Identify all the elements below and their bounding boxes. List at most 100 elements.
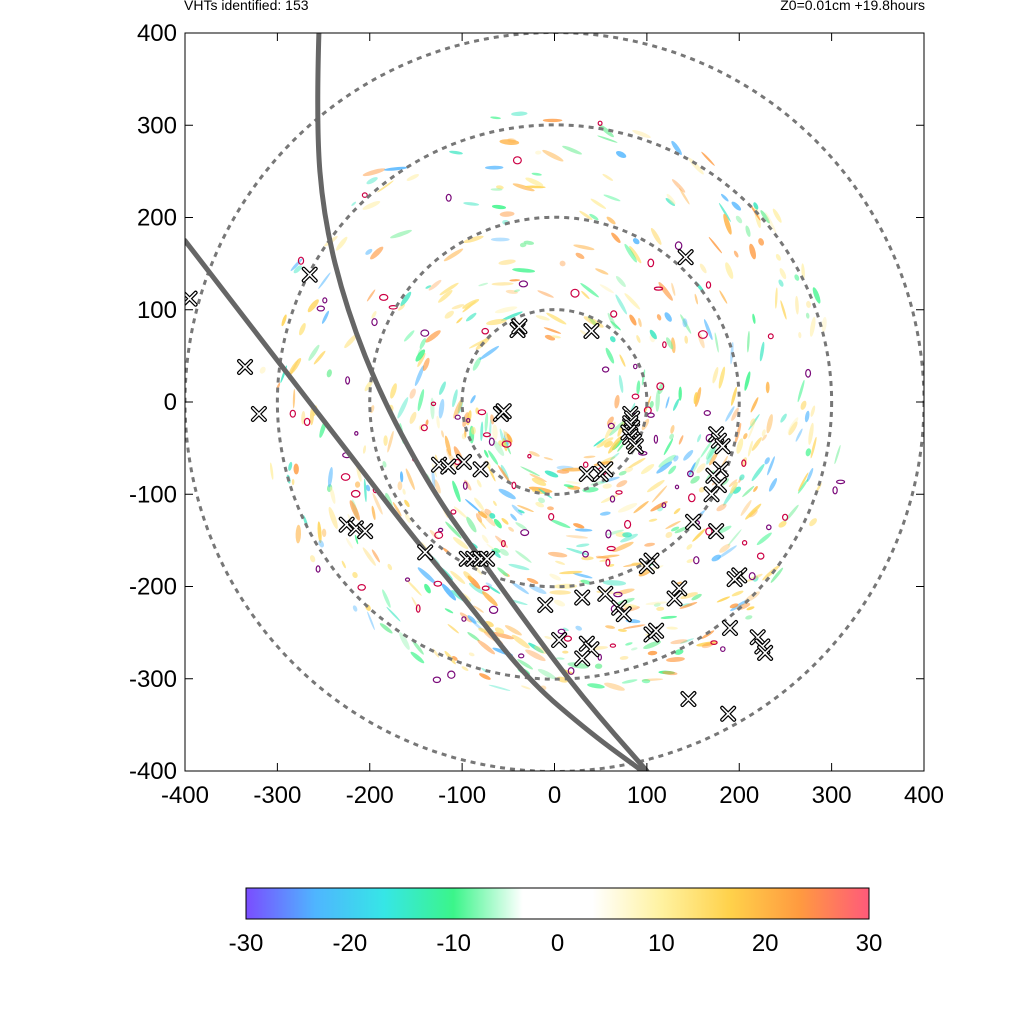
field-streak [573,244,595,251]
field-streak [352,605,358,612]
field-streak [425,419,429,426]
field-streak [327,466,333,488]
colorbar-tick-label: -30 [229,930,264,957]
field-streak [656,314,662,321]
field-streak [618,470,627,476]
field-streak [529,451,540,457]
vht-marker-fill [686,515,700,529]
field-streak [499,139,520,145]
contour-loop [609,643,617,648]
field-streak [727,529,742,546]
field-streak [602,580,627,586]
vht-marker [495,403,512,420]
range-ring [275,123,834,681]
field-streak [643,640,662,650]
field-streak [730,481,738,494]
field-streak [499,548,509,556]
field-streak [498,488,516,500]
field-streak [535,150,542,155]
field-streak [761,429,766,437]
field-streak [428,279,442,291]
field-streak [511,634,530,649]
field-streak [746,606,755,611]
contour-loop [432,676,442,684]
field-streak [617,442,625,452]
vht-marker [714,438,731,455]
vht-marker-fill [721,707,735,721]
field-streak [410,651,425,664]
field-streak [767,456,775,476]
field-streak [703,319,713,341]
contour-loop [741,459,747,468]
field-streak [665,520,681,530]
field-streak [390,229,412,239]
vht-marker-fill [709,524,723,538]
contour-loop [420,424,428,432]
contour-loop [345,376,351,385]
field-streak [808,422,814,445]
field-streak [553,599,566,607]
field-streak [409,388,416,399]
field-streak [392,502,402,517]
field-streak [475,513,483,523]
field-streak [617,628,627,632]
field-streak [466,410,472,426]
contour-loop [415,604,421,613]
field-streak [288,461,293,471]
field-streak [559,260,566,267]
field-streak [425,330,441,343]
field-streak [618,374,624,393]
vht-marker [638,558,655,575]
field-streak [801,263,805,280]
vht-marker-fill [238,360,252,374]
field-streak [382,589,391,608]
field-streak [719,290,728,304]
y-tick-label: 0 [164,389,177,416]
field-streak [623,562,647,568]
field-streak [718,202,731,222]
field-streak [321,528,327,537]
field-streak [345,537,353,549]
vht-marker [726,571,743,588]
field-streak [662,671,678,676]
field-streak [599,284,614,294]
axes: -400 -300 -200 -100 0 100 200 300 400 -400 -300 -20… [129,20,944,809]
contour-loop [354,431,359,436]
field-streak [645,601,668,605]
field-streak [593,438,605,447]
field-streak [628,457,646,469]
vht-marker-fill [538,598,553,612]
field-streak [753,202,759,210]
field-streak [443,248,464,262]
field-streak [735,215,743,224]
field-streak [706,446,716,465]
field-streak [629,314,637,326]
field-streak [745,225,751,237]
field-streak [697,331,705,349]
field-streak [519,242,527,248]
y-tick-label: 300 [137,112,177,139]
vht-marker-fill [512,319,527,334]
field-streak [691,593,702,601]
field-streak [619,354,626,367]
field-streak [764,457,770,465]
field-streak [665,198,676,206]
field-streak [453,506,468,519]
field-streak [429,529,439,540]
storm-tracks [185,33,650,771]
field-streak [615,275,626,288]
contour-loop [756,552,765,560]
contour-loop [563,635,573,642]
field-streak [439,381,446,395]
field-streak [463,235,484,244]
field-streak [485,582,493,587]
field-streak [674,526,688,534]
field-streak [670,639,688,645]
field-streak [800,400,807,410]
x-tick-label: -200 [346,782,394,809]
field-streak [492,424,498,440]
field-streak [531,477,547,486]
colorbar-tick-label: -10 [436,930,471,957]
field-streak [405,468,415,490]
field-streak [700,440,713,458]
